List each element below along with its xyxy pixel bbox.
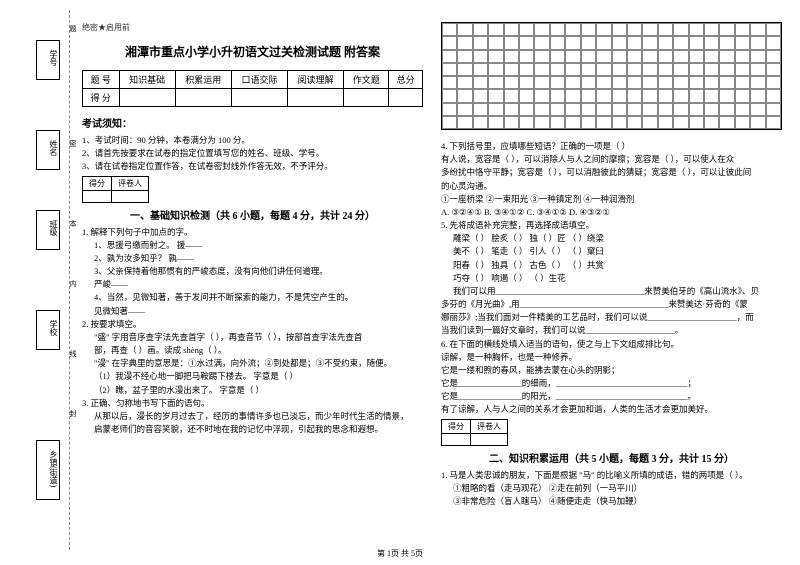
right-column: 4. 下列括号里，应填哪些短语？正确的一项是（ ） 有人说，宽容是（ ），可以消… xyxy=(441,22,782,508)
q6-line: 它是_______________的细雨，___________________… xyxy=(441,377,782,390)
marker-table: 得分 评卷人 xyxy=(82,176,149,203)
seal-mark-6: 封 xyxy=(68,410,78,417)
binding-rail: 学号 姓名 班级 学校 乡镇(街道) 题 密 本 内 线 封 xyxy=(20,10,70,550)
cell: 得分 xyxy=(442,419,471,433)
table-row: 得 分 xyxy=(83,89,423,107)
q6-line: 它是_______________的阳光，___________________… xyxy=(441,390,782,403)
cell: 口语交际 xyxy=(231,71,287,89)
notice-head: 考试须知： xyxy=(82,115,423,130)
q5-line: 娜丽莎》;当我们面对一件精美的工艺品时，我们可以说_______________… xyxy=(441,311,782,324)
cell: 知识基础 xyxy=(119,71,175,89)
q6-head: 6. 在下面的横线处填入适当的语句，使之与上下文组成排比句。 xyxy=(441,338,782,351)
q5-line: 我们可以用___________________________________… xyxy=(441,285,782,298)
q1-line: 1、思援弓缴而射之。 援—— xyxy=(82,239,423,252)
q4-line: 的心灵沟通。 xyxy=(441,180,782,193)
q4-line: 有人说，宽容是（ ），可以消除人与人之间的摩擦；宽容是（ ），可以使人在众 xyxy=(441,153,782,166)
q5-head: 5. 先将成语补充完整，再选择成语填空。 xyxy=(441,219,782,232)
notice-line: 1、考试时间：90 分钟，本卷满分为 100 分。 xyxy=(82,134,423,147)
cell: 总分 xyxy=(389,71,423,89)
section-b-title: 二、知识积累运用（共 5 小题，每题 3 分，共计 15 分） xyxy=(441,450,782,465)
side-label-4: 学校 xyxy=(48,320,59,336)
q1-line: 见微知著—— xyxy=(82,305,423,318)
seal-mark-1: 题 xyxy=(68,25,78,32)
q4-line: 多纷扰中恪守平静；宽容是（ ），可以消融彼此的猜疑；宽容是（ ），可以让彼此间 xyxy=(441,166,782,179)
page-footer: 第 1页 共 5页 xyxy=(0,548,800,559)
side-label-5: 乡镇(街道) xyxy=(48,450,59,487)
cell: 评卷人 xyxy=(471,419,508,433)
seal-mark-3: 本 xyxy=(68,220,78,227)
cell xyxy=(442,433,471,445)
q5-line: 巧夺（ ） 响遏（ ） （ ）生花 xyxy=(441,272,782,285)
side-label-1: 学号 xyxy=(48,50,59,66)
main-content: 绝密★启用前 湘潭市重点小学小升初语文过关检测试题 附答案 题 号 知识基础 积… xyxy=(82,22,782,508)
table-row: 题 号 知识基础 积累运用 口语交际 阅读理解 作文题 总分 xyxy=(83,71,423,89)
q2-line: "漫" 在字典里的意思是：①水过满，向外流；②到处都是；③不受约束，随便。 xyxy=(82,357,423,370)
cell: 得 分 xyxy=(83,89,120,107)
q2-line: （1）我漫不经心地一脚把马鞍踢下楼去。 字意是（ ） xyxy=(82,370,423,383)
section-a-title: 一、基础知识检测（共 6 小题，每题 4 分，共计 24 分） xyxy=(82,207,423,222)
q1-line: 3、父亲保持着他那惯有的严峻态度，没有向他们讲任何道理。 xyxy=(82,265,423,278)
marker-table-2: 得分 评卷人 xyxy=(441,419,508,446)
q2-line: （2）瞧，盆子里的水漫出来了。 字意是（ ） xyxy=(82,384,423,397)
cell xyxy=(112,190,149,202)
q1-line: 2、孰为汝多知乎？ 孰—— xyxy=(82,252,423,265)
cell xyxy=(344,89,389,107)
qb1-head: 1. 马是人类忠诚的朋友，下面是根据 "马" 的比喻义所填的成语，错的两项是（ … xyxy=(441,469,782,482)
q2-line: 部，再查（ ）画。读成 shèng（ ）。 xyxy=(82,344,423,357)
q2-line: "盛" 字用音序查字法先查首字（ ），再查音节（ ），按部首查字法先查首 xyxy=(82,331,423,344)
cell: 阅读理解 xyxy=(288,71,344,89)
q4-line: A. ③②④① B. ③④①② C. ③④①② D. ④③②① xyxy=(441,206,782,219)
confidential-label: 绝密★启用前 xyxy=(82,22,423,33)
q4-head: 4. 下列括号里，应填哪些短语？正确的一项是（ ） xyxy=(441,140,782,153)
cell: 评卷人 xyxy=(112,176,149,190)
exam-title: 湘潭市重点小学小升初语文过关检测试题 附答案 xyxy=(82,43,423,60)
q2-head: 2. 按要求填空。 xyxy=(82,318,423,331)
seal-mark-2: 密 xyxy=(68,140,78,147)
side-label-3: 班级 xyxy=(48,220,59,236)
score-table: 题 号 知识基础 积累运用 口语交际 阅读理解 作文题 总分 得 分 xyxy=(82,70,423,107)
seal-mark-4: 内 xyxy=(68,280,78,287)
cell xyxy=(471,433,508,445)
q1-line: 4、当然，见微知著，善于发问并不断探索的能力，不是凭空产生的。 xyxy=(82,291,423,304)
q5-line: 多芬的《月光曲》,用______________________________… xyxy=(441,298,782,311)
q3-line: 启蒙老师们的音容笑貌，还不时地在我的记忆中浮现，引起我的思念和遐想。 xyxy=(82,423,423,436)
q1-head: 1. 解释下列句子中加点的字。 xyxy=(82,226,423,239)
q5-line: 美不（ ） 笔走（ ） 引人（ ） （ ）窠臼 xyxy=(441,245,782,258)
cell xyxy=(83,190,112,202)
cell: 题 号 xyxy=(83,71,120,89)
q5-line: 阳春（ ） 独具（ ） 古色（ ） （ ）共赏 xyxy=(441,259,782,272)
q1-line: 严峻—— xyxy=(82,278,423,291)
notice-line: 2、请首先按要求在试卷的指定位置填写您的姓名、班级、学号。 xyxy=(82,147,423,160)
cell xyxy=(389,89,423,107)
cell xyxy=(119,89,175,107)
q6-line: 它是一缕和煦的春风，能拂去蒙在心头的阴影； xyxy=(441,364,782,377)
q6-line: 谅解，是一种胸怀，也是一种修养。 xyxy=(441,351,782,364)
writing-grid xyxy=(441,22,782,130)
cell xyxy=(175,89,231,107)
q5-line: 雕梁（ ） 脍炙（ ） 独（ ）匠 （ ）绕梁 xyxy=(441,232,782,245)
q3-line: 从那以后，漫长的岁月过去了，经历的事情许多也已淡忘，而少年时代生活的情景， xyxy=(82,410,423,423)
cell: 积累运用 xyxy=(175,71,231,89)
notice-line: 3、请在试卷指定位置作答，在试卷密封线外作答无效，不予评分。 xyxy=(82,160,423,173)
qb1-line: ③非常危险（盲人瞎马） ④随便走走（快马加鞭） xyxy=(441,495,782,508)
q3-head: 3. 正确、匀称地书写下面的语句。 xyxy=(82,397,423,410)
q6-line: 有了谅解，人与人之间的关系才会更加和谐，人类的生活才会更加美好。 xyxy=(441,403,782,416)
cell: 得分 xyxy=(83,176,112,190)
qb1-line: ①粗略的看（走马观花） ②走在前列（一马平川） xyxy=(441,482,782,495)
seal-mark-5: 线 xyxy=(68,350,78,357)
cell xyxy=(231,89,287,107)
cell xyxy=(288,89,344,107)
q5-line: 当我们读到一篇好文章时，我们可以说_____________________。 xyxy=(441,324,782,337)
q4-line: ①一座桥梁 ②一束阳光 ③一种镇定剂 ④一种润滑剂 xyxy=(441,193,782,206)
side-label-2: 姓名 xyxy=(48,140,59,156)
left-column: 绝密★启用前 湘潭市重点小学小升初语文过关检测试题 附答案 题 号 知识基础 积… xyxy=(82,22,423,508)
cell: 作文题 xyxy=(344,71,389,89)
